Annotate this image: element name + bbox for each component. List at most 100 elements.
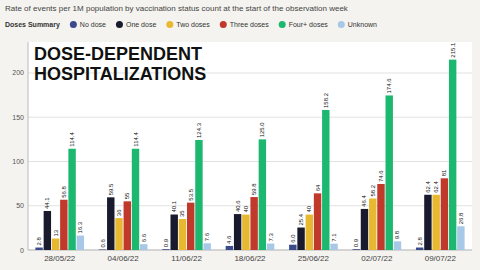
bar <box>259 139 266 250</box>
bar <box>424 195 431 250</box>
data-label: 44.1 <box>44 197 50 209</box>
y-tick-label: 0 <box>20 247 24 254</box>
data-label: 0.9 <box>353 238 359 247</box>
bar <box>386 95 393 250</box>
data-label: 62.4 <box>425 180 431 192</box>
data-label: 16.3 <box>77 221 83 233</box>
bar <box>170 215 177 250</box>
bar <box>107 197 114 250</box>
x-tick-label: 28/05/22 <box>44 254 76 263</box>
data-label: 81 <box>441 169 447 176</box>
data-label: 25.4 <box>298 213 304 225</box>
chart: Rate of events per 1M population by vacc… <box>0 0 480 270</box>
data-label: 0.6 <box>100 238 106 247</box>
data-label: 7.3 <box>268 233 274 242</box>
bar <box>187 203 194 250</box>
bar <box>441 178 448 250</box>
legend-swatch <box>338 21 345 28</box>
bar <box>306 215 313 250</box>
data-label: 35 <box>179 210 185 217</box>
data-label: 59.5 <box>108 183 114 195</box>
bar <box>297 228 304 250</box>
bars <box>35 60 464 250</box>
data-label: 7.6 <box>204 232 210 241</box>
data-label: 36 <box>116 209 122 216</box>
legend-swatch <box>70 21 77 28</box>
bar <box>124 201 131 250</box>
bar <box>52 238 59 250</box>
x-tick-label: 09/07/22 <box>425 254 457 263</box>
bar <box>99 249 106 250</box>
data-label: 6.6 <box>141 233 147 242</box>
legend-title: Doses Summary <box>5 21 60 29</box>
x-axis-line <box>28 250 472 251</box>
data-label: 13 <box>53 229 59 236</box>
bar <box>68 149 75 250</box>
annotation-line: DOSE-DEPENDENT <box>34 44 202 64</box>
bar <box>60 200 67 250</box>
data-label: 4.6 <box>226 235 232 244</box>
data-label: 174.6 <box>386 78 392 94</box>
legend-label: Four+ doses <box>289 21 329 28</box>
bar <box>457 226 464 250</box>
title: Rate of events per 1M population by vacc… <box>5 4 349 13</box>
bar <box>289 245 296 250</box>
bar <box>267 244 274 250</box>
bar <box>330 244 337 250</box>
bar <box>140 244 147 250</box>
data-label: 74.6 <box>378 170 384 182</box>
bar <box>195 140 202 250</box>
bar <box>179 219 186 250</box>
y-tick-label: 150 <box>12 114 24 121</box>
grid-line <box>28 117 472 118</box>
legend-swatch <box>279 21 286 28</box>
bar <box>432 195 439 250</box>
data-label: 40.1 <box>171 200 177 212</box>
grid-line <box>28 161 472 162</box>
data-label: 40 <box>306 205 312 212</box>
data-label: 55 <box>124 192 130 199</box>
bar <box>162 249 169 250</box>
data-label: 6.0 <box>290 234 296 243</box>
x-tick-label: 11/06/22 <box>171 254 202 263</box>
legend-swatch <box>116 21 123 28</box>
annotation: DOSE-DEPENDENTHOSPITALIZATIONS <box>34 44 206 84</box>
data-label: 2.8 <box>36 237 42 246</box>
y-tick-label: 50 <box>16 202 24 209</box>
bar <box>416 248 423 250</box>
bar <box>369 198 376 250</box>
x-tick-label: 18/06/22 <box>234 254 266 263</box>
data-label: 59.8 <box>251 183 257 195</box>
bar <box>314 193 321 250</box>
data-label: 215.1 <box>450 42 456 58</box>
bar <box>203 243 210 250</box>
bar <box>250 197 257 250</box>
data-label: 46.4 <box>361 195 367 207</box>
bar <box>449 60 456 250</box>
grid-line <box>28 250 472 251</box>
bar <box>132 149 139 250</box>
y-tick-label: 100 <box>12 158 24 165</box>
legend: Doses SummaryNo doseOne doseTwo dosesThr… <box>5 21 377 29</box>
data-label: 158.2 <box>323 92 329 108</box>
data-label: 58.2 <box>370 184 376 196</box>
bar <box>44 211 51 250</box>
legend-label: One dose <box>126 21 156 28</box>
data-label: 56.8 <box>61 185 67 197</box>
legend-label: Three doses <box>230 21 269 28</box>
bar <box>226 246 233 250</box>
legend-swatch <box>220 21 227 28</box>
plot-background <box>28 42 472 250</box>
data-label: 124.3 <box>196 122 202 138</box>
data-label: 7.1 <box>331 233 337 242</box>
legend-label: Two doses <box>176 21 210 28</box>
bar <box>394 241 401 250</box>
legend-swatch <box>166 21 173 28</box>
annotation-line: HOSPITALIZATIONS <box>34 64 206 84</box>
x-tick-label: 02/07/22 <box>361 254 393 263</box>
data-label: 40 <box>243 205 249 212</box>
bar <box>353 249 360 250</box>
x-tick-label: 25/06/22 <box>298 254 330 263</box>
data-label: 64 <box>315 184 321 191</box>
data-label: 9.8 <box>394 230 400 239</box>
